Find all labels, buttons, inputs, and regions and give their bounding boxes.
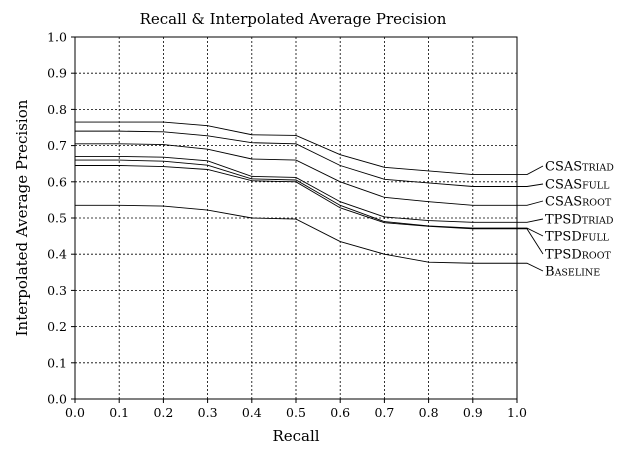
series-label-suffix: ROOT <box>582 198 612 209</box>
y-tick-label: 0.8 <box>47 102 67 117</box>
x-tick-label: 0.0 <box>65 405 85 420</box>
x-tick-label: 0.6 <box>330 405 350 420</box>
chart-title: Recall & Interpolated Average Precision <box>140 10 447 28</box>
x-tick-label: 1.0 <box>507 405 527 420</box>
series-label: TPSDTRIAD <box>545 213 614 228</box>
x-tick-label: 0.7 <box>374 405 394 420</box>
series-line <box>75 143 517 206</box>
series-label-suffix: FULL <box>582 181 610 192</box>
x-axis-label: Recall <box>272 427 319 445</box>
y-tick-label: 0.7 <box>47 138 67 153</box>
series-labels: CSASTRIAD CSASFULL CSASROOT TPSDTRIAD TPSDFU… <box>517 160 614 280</box>
x-tick-label: 0.5 <box>286 405 306 420</box>
series-label-suffix: ROOT <box>582 251 612 262</box>
y-axis-label: Interpolated Average Precision <box>13 99 31 336</box>
label-leader <box>517 218 544 223</box>
series-line <box>75 204 517 264</box>
series-label: TPSDFULL <box>545 230 610 245</box>
y-tick-label: 1.0 <box>47 30 67 45</box>
y-tick-label: 0.6 <box>47 174 67 189</box>
series-label-suffix: TRIAD <box>582 163 614 174</box>
x-tick-label: 0.3 <box>198 405 218 420</box>
x-tick-label: 0.9 <box>463 405 483 420</box>
y-tick-label: 0.0 <box>47 392 67 407</box>
label-leader <box>517 200 544 206</box>
label-leader <box>517 183 544 187</box>
series-label-suffix: ASELINE <box>554 268 601 279</box>
label-leader <box>517 165 544 176</box>
x-tick-label: 0.1 <box>109 405 129 420</box>
series-label: CSASTRIAD <box>545 160 614 175</box>
series-line <box>75 121 517 176</box>
series-line <box>75 156 517 223</box>
series-label: BASELINE <box>545 265 600 280</box>
series-line <box>75 165 517 230</box>
label-leader <box>517 228 544 255</box>
x-tick-label: 0.4 <box>242 405 262 420</box>
x-tick-label: 0.8 <box>419 405 439 420</box>
y-tick-label: 0.5 <box>47 211 67 226</box>
grid <box>75 37 517 399</box>
x-tick-label: 0.2 <box>153 405 173 420</box>
series-label: CSASROOT <box>545 195 612 210</box>
label-leader <box>517 262 544 272</box>
series-label: TPSDROOT <box>545 248 611 263</box>
series-lines <box>75 121 517 264</box>
y-tick-label: 0.4 <box>47 247 67 262</box>
series-label-suffix: FULL <box>582 233 610 244</box>
y-tick-label: 0.2 <box>47 319 67 334</box>
y-tick-label: 0.9 <box>47 66 67 81</box>
y-tick-label: 0.1 <box>47 355 67 370</box>
y-axis: 0.0 0.1 0.2 0.3 0.4 0.5 0.6 0.7 0.8 0.9 1.0 <box>47 30 75 407</box>
series-line <box>75 159 517 229</box>
series-label-suffix: TRIAD <box>582 216 614 227</box>
label-leader <box>517 227 544 237</box>
x-axis: 0.0 0.1 0.2 0.3 0.4 0.5 0.6 0.7 0.8 0.9 1.0 <box>65 399 527 420</box>
series-label: CSASFULL <box>545 178 610 193</box>
series-line <box>75 130 517 187</box>
y-tick-label: 0.3 <box>47 283 67 298</box>
